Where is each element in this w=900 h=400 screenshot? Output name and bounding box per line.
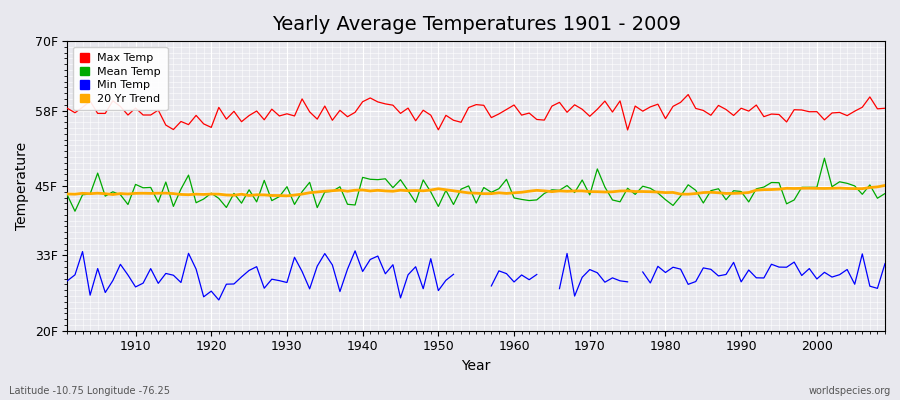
Text: Latitude -10.75 Longitude -76.25: Latitude -10.75 Longitude -76.25 xyxy=(9,386,170,396)
Text: worldspecies.org: worldspecies.org xyxy=(809,386,891,396)
X-axis label: Year: Year xyxy=(462,359,490,373)
Legend: Max Temp, Mean Temp, Min Temp, 20 Yr Trend: Max Temp, Mean Temp, Min Temp, 20 Yr Tre… xyxy=(73,47,167,110)
Title: Yearly Average Temperatures 1901 - 2009: Yearly Average Temperatures 1901 - 2009 xyxy=(272,15,680,34)
Y-axis label: Temperature: Temperature xyxy=(15,142,29,230)
